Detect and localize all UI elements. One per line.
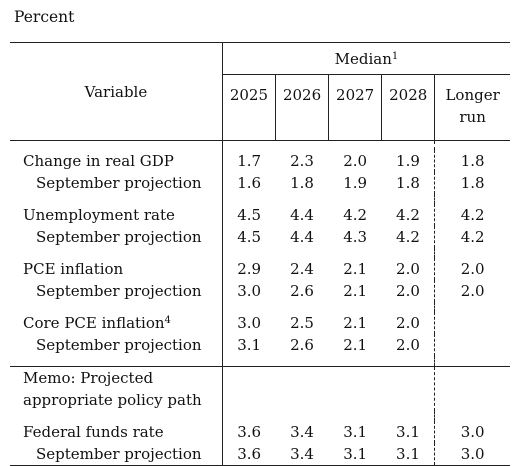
- unit-label: Percent: [14, 8, 75, 26]
- table-row-core-pce: Core PCE inflation4 3.0 2.5 2.1 2.0: [10, 312, 510, 334]
- cell-pce-sep-2027: 2.1: [343, 282, 368, 300]
- cell-unemp-2027: 4.2: [343, 206, 368, 224]
- cell-core-2027: 2.1: [343, 314, 368, 332]
- cell-core-sep-longer-run: [434, 334, 510, 356]
- table-row-unemployment: Unemployment rate 4.5 4.4 4.2 4.2 4.2: [10, 204, 510, 226]
- cell-ffr-2026: 3.4: [290, 423, 314, 441]
- cell-core-2026: 2.5: [290, 314, 314, 332]
- table-row-gdp: Change in real GDP 1.7 2.3 2.0 1.9 1.8: [10, 150, 510, 172]
- cell-pce-longer-run: 2.0: [434, 258, 510, 280]
- table-row-core-pce-september: September projection 3.1 2.6 2.1 2.0: [10, 334, 510, 356]
- cell-ffr-longer-run: 3.0: [434, 421, 510, 443]
- table-row-pce: PCE inflation 2.9 2.4 2.1 2.0 2.0: [10, 258, 510, 280]
- cell-core-sep-2028: 2.0: [396, 336, 420, 354]
- cell-pce-sep-2028: 2.0: [396, 282, 420, 300]
- year-header-2026: 2026: [274, 74, 329, 141]
- cell-core-longer-run: [434, 312, 510, 334]
- cell-unemp-sep-2027: 4.3: [343, 228, 368, 246]
- row-label-core-pce: Core PCE inflation4: [10, 312, 223, 334]
- core-pce-footnote: 4: [164, 315, 171, 326]
- median-header: Median1: [222, 42, 510, 75]
- year-header-2027: 2027: [328, 74, 382, 141]
- cell-gdp-2025: 1.7: [237, 152, 262, 170]
- cell-gdp-sep-2027: 1.9: [343, 174, 368, 192]
- cell-unemp-sep-2025: 4.5: [237, 228, 262, 246]
- cell-gdp-2027: 2.0: [343, 152, 368, 170]
- cell-pce-2025: 2.9: [237, 260, 262, 278]
- row-label-unemployment-september: September projection: [10, 226, 223, 248]
- cell-core-2025: 3.0: [237, 314, 262, 332]
- row-label-federal-funds-rate-september: September projection: [10, 443, 223, 466]
- year-header-2028: 2028: [381, 74, 435, 141]
- cell-unemp-sep-2026: 4.4: [290, 228, 314, 246]
- row-label-unemployment: Unemployment rate: [10, 204, 223, 226]
- table-row-pce-september: September projection 3.0 2.6 2.1 2.0 2.0: [10, 280, 510, 302]
- row-label-gdp-september: September projection: [10, 172, 223, 194]
- cell-pce-2027: 2.1: [343, 260, 368, 278]
- cell-core-sep-2026: 2.6: [290, 336, 314, 354]
- cell-unemp-2025: 4.5: [237, 206, 262, 224]
- longer-run-header: Longer run: [434, 74, 510, 141]
- cell-ffr-sep-2027: 3.1: [328, 443, 382, 466]
- row-label-gdp: Change in real GDP: [10, 150, 223, 172]
- variable-header: Variable: [10, 42, 223, 141]
- cell-ffr-2025: 3.6: [237, 423, 262, 441]
- table-row-unemployment-september: September projection 4.5 4.4 4.3 4.2 4.2: [10, 226, 510, 248]
- cell-ffr-sep-2025: 3.6: [222, 443, 276, 466]
- year-header-2025: 2025: [222, 74, 276, 141]
- cell-ffr-2027: 3.1: [343, 423, 368, 441]
- row-label-federal-funds-rate: Federal funds rate: [10, 421, 223, 443]
- cell-pce-sep-2025: 3.0: [237, 282, 262, 300]
- row-label-core-pce-september: September projection: [10, 334, 223, 356]
- cell-pce-sep-2026: 2.6: [290, 282, 314, 300]
- cell-core-sep-2025: 3.1: [237, 336, 262, 354]
- cell-pce-2026: 2.4: [290, 260, 314, 278]
- cell-ffr-sep-2026: 3.4: [275, 443, 329, 466]
- cell-gdp-sep-longer-run: 1.8: [434, 172, 510, 194]
- cell-unemp-2026: 4.4: [290, 206, 314, 224]
- table-row-federal-funds-rate-september: September projection 3.6 3.4 3.1 3.1 3.0: [10, 443, 510, 466]
- cell-ffr-2028: 3.1: [396, 423, 420, 441]
- cell-gdp-2028: 1.9: [396, 152, 420, 170]
- row-label-pce: PCE inflation: [10, 258, 223, 280]
- cell-gdp-2026: 2.3: [290, 152, 314, 170]
- table-row-gdp-september: September projection 1.6 1.8 1.9 1.8 1.8: [10, 172, 510, 194]
- cell-unemp-sep-longer-run: 4.2: [434, 226, 510, 248]
- cell-gdp-sep-2026: 1.8: [290, 174, 314, 192]
- cell-gdp-sep-2025: 1.6: [237, 174, 262, 192]
- cell-core-2028: 2.0: [396, 314, 420, 332]
- cell-unemp-sep-2028: 4.2: [396, 228, 420, 246]
- cell-unemp-2028: 4.2: [396, 206, 420, 224]
- cell-ffr-sep-2028: 3.1: [381, 443, 435, 466]
- median-footnote: 1: [391, 50, 399, 62]
- row-label-pce-september: September projection: [10, 280, 223, 302]
- cell-ffr-sep-longer-run: 3.0: [434, 443, 510, 466]
- cell-unemp-longer-run: 4.2: [434, 204, 510, 226]
- memo-label: Memo: Projected appropriate policy path: [10, 366, 223, 411]
- cell-core-sep-2027: 2.1: [343, 336, 368, 354]
- projections-table: Variable Median1 2025 2026 2027 2028 Lon…: [10, 42, 510, 466]
- table-row-memo: Memo: Projected appropriate policy path: [10, 366, 510, 411]
- table-row-federal-funds-rate: Federal funds rate 3.6 3.4 3.1 3.1 3.0: [10, 421, 510, 443]
- cell-gdp-sep-2028: 1.8: [396, 174, 420, 192]
- cell-pce-sep-longer-run: 2.0: [434, 280, 510, 302]
- cell-gdp-longer-run: 1.8: [434, 150, 510, 172]
- cell-pce-2028: 2.0: [396, 260, 420, 278]
